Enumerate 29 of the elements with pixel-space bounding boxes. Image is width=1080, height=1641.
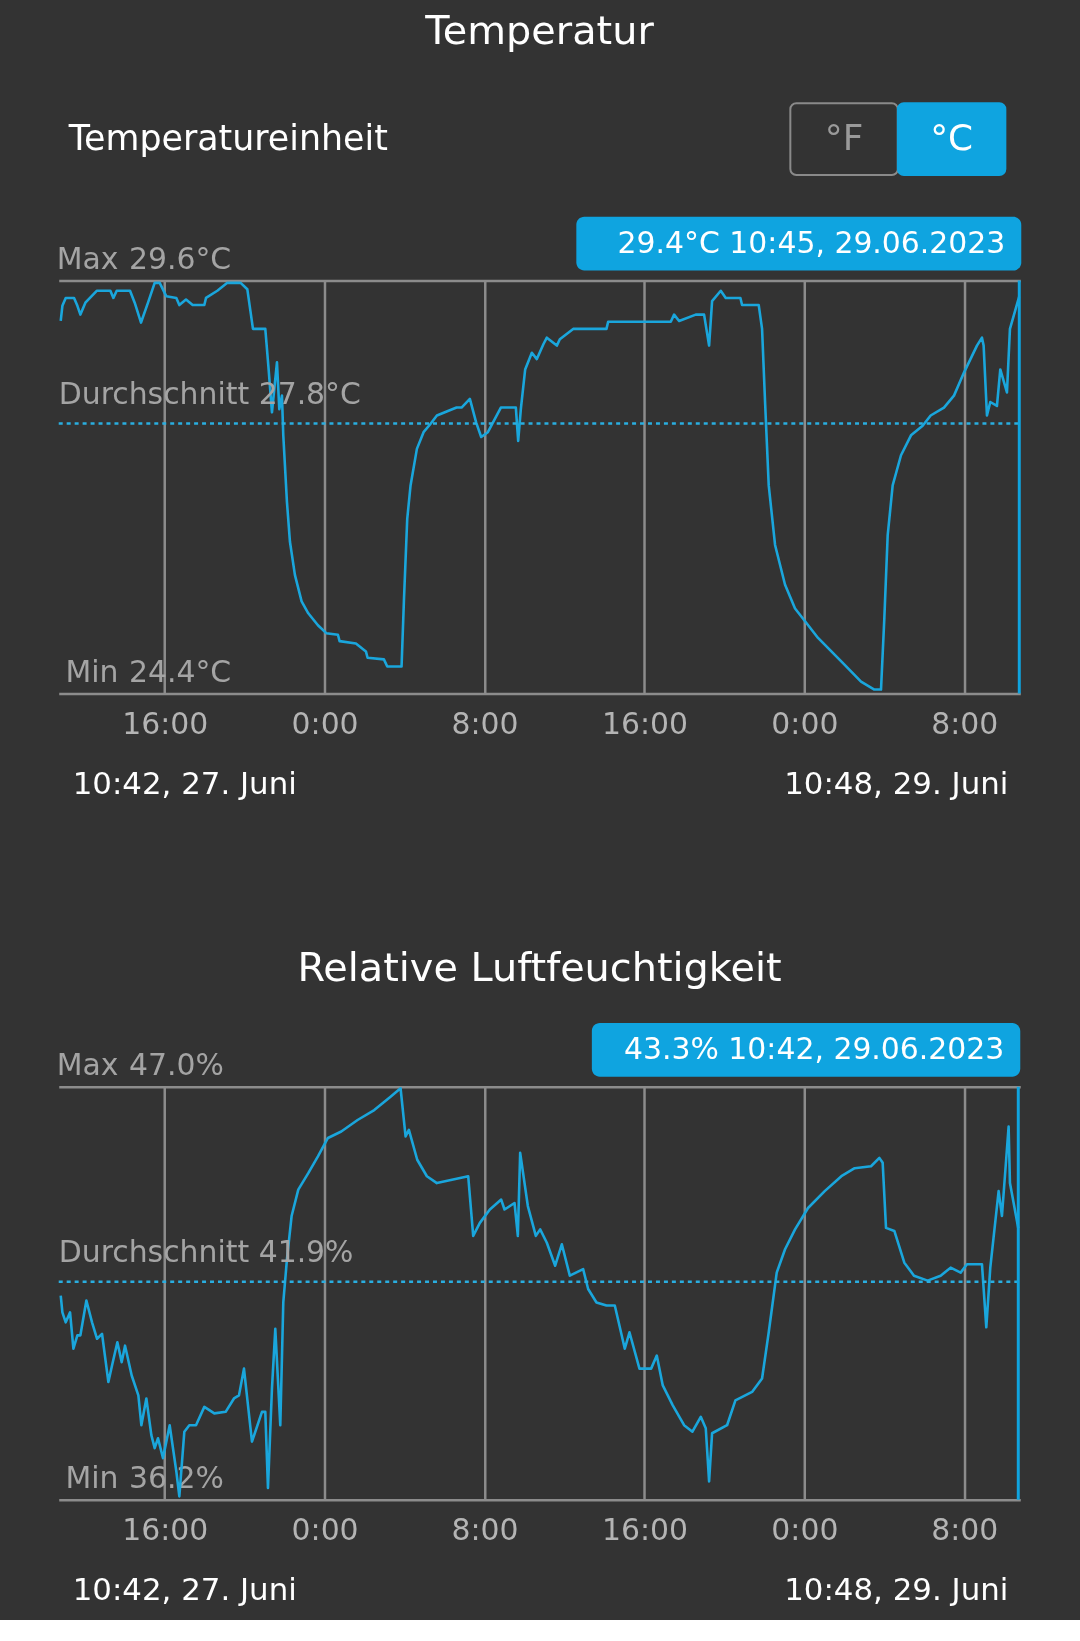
x-tick-label: 16:00 bbox=[601, 1512, 688, 1548]
text: 10:48, 29. Juni bbox=[784, 1571, 1009, 1608]
x-tick-label: 8:00 bbox=[451, 1512, 519, 1548]
annotation: Min bbox=[65, 653, 119, 689]
y-tick-label: 29.6°C bbox=[128, 241, 232, 276]
text: 10:42, 27. Juni bbox=[72, 765, 297, 802]
text: °F bbox=[824, 117, 864, 159]
x-tick-label: 0:00 bbox=[771, 1512, 839, 1548]
chart-title: Relative Luftfeuchtigkeit bbox=[297, 944, 782, 991]
chart-title: Temperatur bbox=[424, 6, 655, 53]
text: °C bbox=[930, 117, 974, 159]
x-tick-label: 16:00 bbox=[122, 705, 209, 741]
chart-subtitle: Temperatureinheit bbox=[67, 118, 388, 159]
x-tick-label: 8:00 bbox=[931, 705, 999, 741]
x-tick-label: 0:00 bbox=[771, 705, 839, 741]
x-tick-label: 16:00 bbox=[122, 1512, 209, 1548]
ref-line-label: 29.4°C 10:45, 29.06.2023 bbox=[617, 224, 1006, 260]
x-tick-label: 8:00 bbox=[451, 705, 519, 741]
x-tick-label: 0:00 bbox=[291, 705, 359, 741]
y-tick-label: 47.0% bbox=[128, 1047, 224, 1083]
text: Max bbox=[56, 1046, 119, 1082]
x-tick-label: 0:00 bbox=[291, 1512, 359, 1548]
text: Max bbox=[56, 240, 119, 276]
x-tick-label: 8:00 bbox=[931, 1512, 999, 1548]
annotation: Min bbox=[65, 1459, 119, 1495]
text: 10:48, 29. Juni bbox=[784, 765, 1009, 802]
x-tick-label: 16:00 bbox=[601, 705, 688, 741]
text: 10:42, 27. Juni bbox=[72, 1571, 297, 1608]
ref-line-label: 43.3% 10:42, 29.06.2023 bbox=[624, 1030, 1005, 1066]
